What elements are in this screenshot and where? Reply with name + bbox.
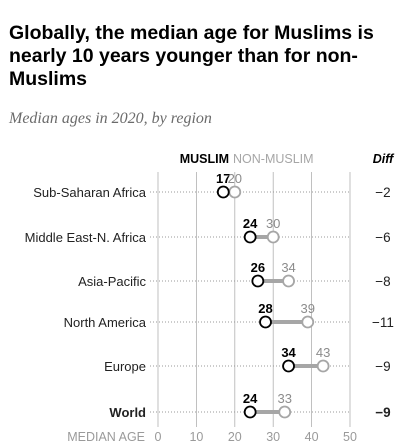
category-label: World [109,405,146,420]
chart-subtitle: Median ages in 2020, by region [9,110,212,127]
non-muslim-value-label: 30 [266,216,280,231]
x-tick-label: 10 [189,430,203,444]
category-label: Middle East-N. Africa [25,230,147,245]
category-label: North America [64,315,147,330]
non-muslim-value-label: 33 [277,391,291,406]
diff-value: −11 [372,315,394,330]
x-axis-label: MEDIAN AGE [67,430,145,444]
diff-value: −6 [375,230,390,245]
non-muslim-point [228,185,242,199]
x-tick-label: 0 [155,430,162,444]
non-muslim-point [266,230,280,244]
muslim-point [243,405,257,419]
muslim-point [259,315,272,329]
legend-non-muslim: NON-MUSLIM [233,152,314,166]
muslim-value-label: 17 [216,171,230,186]
non-muslim-value-label: 20 [228,171,242,186]
diff-value: −8 [375,274,390,289]
legend-muslim: MUSLIM [180,152,229,166]
diff-value: −9 [375,359,390,374]
non-muslim-point [316,359,330,373]
muslim-point [216,185,230,199]
muslim-point [243,230,257,244]
muslim-value-label: 24 [243,391,258,406]
x-tick-label: 50 [343,430,357,444]
muslim-value-label: 24 [243,216,258,231]
non-muslim-point [278,405,292,419]
x-tick-label: 30 [266,430,280,444]
muslim-point [251,274,265,288]
non-muslim-value-label: 39 [301,301,315,316]
x-tick-label: 20 [228,430,242,444]
non-muslim-value-label: 34 [281,260,295,275]
diff-value: −2 [375,185,390,200]
non-muslim-point [301,315,315,329]
non-muslim-value-label: 43 [316,345,330,360]
non-muslim-point [282,274,295,288]
category-label: Sub-Saharan Africa [33,185,147,200]
muslim-value-label: 28 [258,301,272,316]
category-label: Europe [104,359,146,374]
category-label: Asia-Pacific [78,274,146,289]
muslim-value-label: 34 [281,345,296,360]
muslim-value-label: 26 [251,260,265,275]
muslim-point [282,359,295,373]
x-tick-label: 40 [305,430,319,444]
diff-header: Diff [373,152,395,166]
diff-value: −9 [375,405,390,420]
chart-title: Globally, the median age for Muslims is … [9,22,374,90]
